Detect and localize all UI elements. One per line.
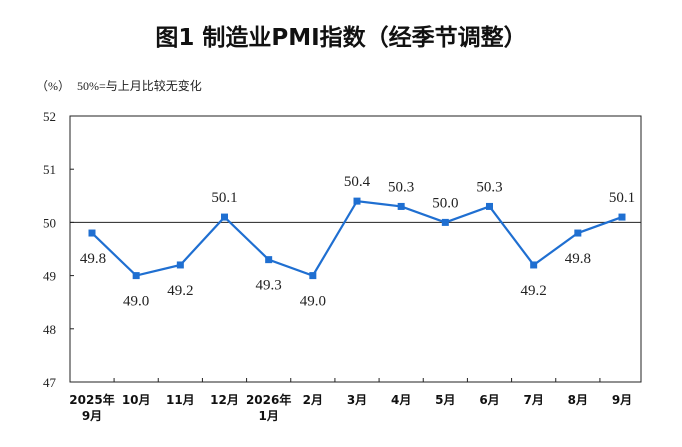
data-point bbox=[486, 202, 493, 210]
reference-note: 50%=与上月比较无变化 bbox=[77, 78, 202, 93]
data-point bbox=[221, 213, 228, 221]
data-point bbox=[397, 202, 405, 210]
data-point bbox=[530, 261, 538, 269]
y-tick-label: 49 bbox=[43, 269, 56, 284]
x-tick-label: 3月 bbox=[347, 393, 367, 407]
data-label: 50.3 bbox=[476, 179, 502, 195]
data-point bbox=[353, 197, 361, 205]
data-label: 49.0 bbox=[123, 294, 149, 310]
data-point bbox=[176, 261, 184, 269]
y-axis: 47 48 49 50 51 52 bbox=[43, 109, 74, 390]
x-tick-label: 12月 bbox=[210, 393, 239, 407]
y-tick-label: 48 bbox=[43, 322, 56, 337]
chart-title: 图1 制造业PMI指数（经季节调整） bbox=[155, 25, 527, 51]
x-tick-label: 1月 bbox=[258, 409, 278, 423]
series-line bbox=[91, 199, 623, 277]
data-label: 50.0 bbox=[432, 195, 458, 211]
data-label: 50.1 bbox=[609, 190, 635, 206]
data-label: 50.4 bbox=[344, 174, 371, 190]
data-label: 49.2 bbox=[167, 283, 193, 299]
x-tick-label: 2月 bbox=[303, 393, 323, 407]
plot-frame bbox=[69, 115, 642, 383]
data-label: 49.8 bbox=[565, 251, 591, 267]
data-point bbox=[574, 229, 582, 237]
x-tick-label: 9月 bbox=[612, 393, 632, 407]
x-tick-label: 6月 bbox=[479, 393, 499, 407]
x-tick-label: 11月 bbox=[166, 393, 195, 407]
y-tick-label: 50 bbox=[43, 215, 56, 230]
data-point bbox=[309, 272, 317, 280]
y-tick-label: 51 bbox=[43, 162, 56, 177]
data-label: 49.0 bbox=[300, 294, 326, 310]
x-tick-label: 9月 bbox=[82, 409, 102, 423]
x-axis: 2025年 9月 10月 11月 12月 2026年 1月 2月 3月 4月 5月 6月 7月 8月 9月 bbox=[69, 378, 632, 423]
data-labels: 49.8 49.0 49.2 50.1 49.3 49.0 50.4 50.3 50.0 50.3… bbox=[80, 174, 635, 309]
data-point bbox=[441, 218, 449, 226]
y-tick-label: 47 bbox=[43, 375, 57, 390]
data-point bbox=[618, 213, 626, 221]
data-point bbox=[132, 272, 140, 280]
data-label: 50.1 bbox=[211, 190, 237, 206]
x-tick-label: 4月 bbox=[391, 393, 411, 407]
x-tick-label: 7月 bbox=[523, 393, 543, 407]
data-label: 49.2 bbox=[521, 283, 547, 299]
data-label: 50.3 bbox=[388, 179, 414, 195]
y-tick-label: 52 bbox=[43, 109, 56, 124]
data-label: 49.3 bbox=[256, 278, 282, 294]
x-tick-label: 2026年 bbox=[246, 392, 291, 407]
data-points bbox=[88, 197, 626, 280]
x-tick-label: 2025年 bbox=[69, 392, 114, 407]
unit-label: （%） bbox=[36, 79, 70, 93]
x-tick-label: 10月 bbox=[122, 393, 151, 407]
x-tick-label: 8月 bbox=[568, 393, 588, 407]
data-point bbox=[88, 229, 96, 237]
data-label: 49.8 bbox=[80, 251, 106, 267]
x-tick-label: 5月 bbox=[435, 393, 455, 407]
data-point bbox=[265, 256, 273, 264]
